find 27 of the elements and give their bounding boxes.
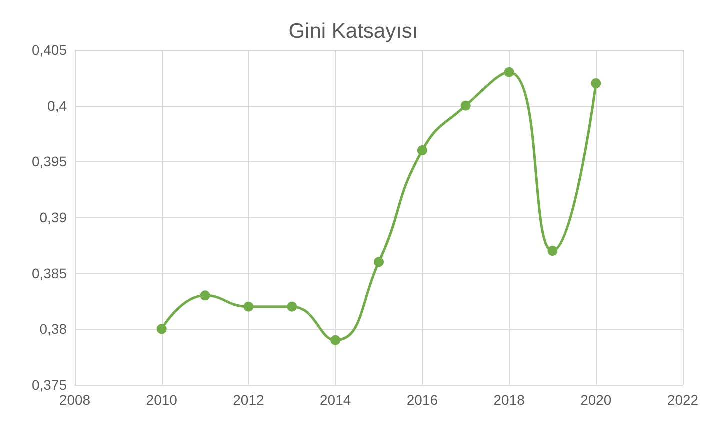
point bbox=[287, 302, 298, 312]
point bbox=[417, 146, 428, 156]
point bbox=[200, 290, 210, 301]
point bbox=[504, 67, 514, 78]
x-tick-label: 2010 bbox=[146, 392, 178, 408]
point bbox=[330, 335, 341, 346]
y-tick-label: 0,405 bbox=[32, 42, 68, 58]
y-tick-label: 0,395 bbox=[32, 154, 68, 170]
y-tick-label: 0,39 bbox=[40, 210, 68, 226]
point bbox=[156, 324, 167, 334]
point bbox=[591, 78, 602, 88]
x-tick-label: 2022 bbox=[667, 392, 699, 408]
chart-title: Gini Katsayısı bbox=[288, 20, 418, 43]
x-tick-label: 2012 bbox=[233, 392, 264, 408]
y-tick-label: 0,385 bbox=[32, 265, 68, 282]
y-tick-label: 0,4 bbox=[48, 98, 68, 114]
x-tick-label: 2016 bbox=[406, 392, 438, 408]
y-tick-label: 0,38 bbox=[40, 321, 68, 338]
x-tick-label: 2020 bbox=[580, 392, 612, 408]
y-tick-label: 0,375 bbox=[32, 377, 68, 393]
point bbox=[460, 100, 471, 111]
point bbox=[244, 302, 254, 312]
x-tick-label: 2018 bbox=[494, 392, 526, 408]
point bbox=[548, 246, 558, 256]
point bbox=[374, 257, 384, 268]
x-tick-label: 2014 bbox=[320, 392, 352, 408]
x-tick-label: 2008 bbox=[59, 392, 91, 408]
